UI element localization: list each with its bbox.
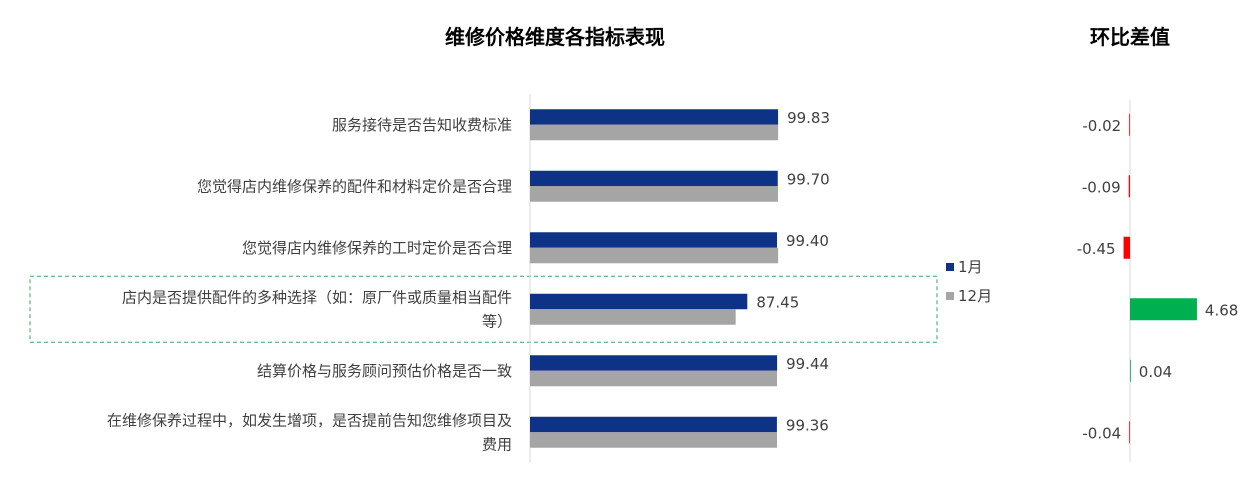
bar-dec — [530, 124, 779, 141]
diff-label: -0.09 — [1082, 178, 1121, 196]
category-label: 您觉得店内维修保养的工时定价是否合理 — [242, 239, 512, 257]
diff-label: -0.02 — [1082, 117, 1121, 135]
legend-swatch-jan — [946, 263, 954, 271]
diff-label: 4.68 — [1205, 301, 1238, 319]
bar-dec — [530, 186, 778, 202]
diff-bar — [1129, 421, 1130, 444]
bar-jan — [530, 232, 778, 248]
highlight-box — [29, 275, 938, 343]
bar-dec — [530, 247, 779, 264]
diff-bar — [1130, 298, 1197, 321]
bar-jan — [530, 293, 748, 310]
highlight-layer — [29, 275, 938, 343]
diff-bar — [1128, 175, 1130, 198]
bar-dec — [530, 432, 778, 448]
bar-jan — [530, 355, 778, 371]
category-label: 结算价格与服务顾问预估价格是否一致 — [257, 362, 512, 380]
legend-swatch-dec — [946, 292, 954, 300]
data-label: 99.83 — [787, 109, 830, 127]
category-label: 您觉得店内维修保养的配件和材料定价是否合理 — [197, 177, 512, 195]
data-label: 99.36 — [786, 416, 829, 434]
main-plot: 服务接待是否告知收费标准 99.83 您觉得店内维修保养的配件和材料定价是否合理 99… — [107, 94, 830, 463]
diff-bar — [1123, 236, 1130, 259]
diff-label: -0.04 — [1082, 424, 1121, 442]
data-label: 99.44 — [786, 355, 829, 373]
category-label: 费用 — [482, 435, 512, 453]
data-label: 87.45 — [756, 293, 799, 311]
legend: 1月 12月 — [946, 258, 992, 305]
main-chart-title: 维修价格维度各指标表现 — [445, 25, 665, 49]
diff-bar — [1129, 113, 1130, 136]
bar-jan — [530, 416, 777, 433]
diff-bar — [1130, 359, 1131, 382]
diff-label: 0.04 — [1139, 363, 1172, 381]
legend-label-jan: 1月 — [958, 258, 983, 276]
data-label: 99.70 — [787, 170, 830, 188]
bar-dec — [530, 309, 736, 325]
category-label: 等） — [482, 312, 512, 330]
category-label: 在维修保养过程中，如发生增项，是否提前告知您维修项目及 — [107, 411, 512, 429]
category-label: 服务接待是否告知收费标准 — [332, 116, 512, 134]
category-label: 店内是否提供配件的多种选择（如：原厂件或质量相当配件 — [122, 288, 512, 306]
data-label: 99.40 — [786, 232, 829, 250]
bar-jan — [530, 170, 778, 187]
diff-plot: -0.02 -0.09 -0.45 4.68 0.04 -0.04 — [1077, 100, 1238, 462]
bar-dec — [530, 370, 778, 387]
diff-label: -0.45 — [1077, 240, 1116, 258]
diff-chart-title: 环比差值 — [1090, 25, 1170, 49]
legend-label-dec: 12月 — [958, 287, 992, 305]
bar-jan — [530, 109, 779, 125]
